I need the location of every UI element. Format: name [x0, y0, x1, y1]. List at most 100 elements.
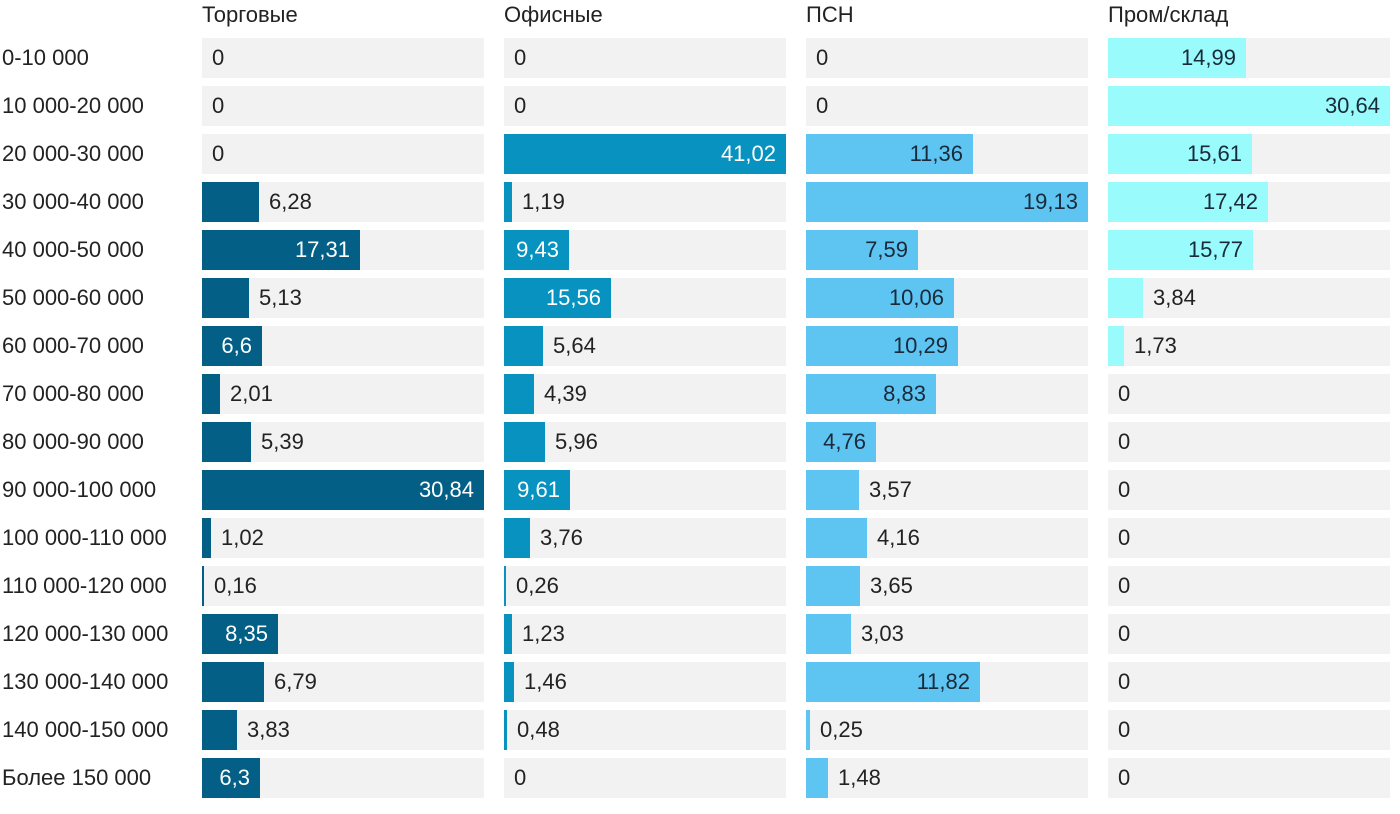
category-label: 20 000-30 000 — [2, 141, 144, 166]
bar-track: 8,83 — [806, 374, 1088, 414]
bar — [806, 470, 859, 510]
bar — [1108, 182, 1268, 222]
series-title: Офисные — [504, 2, 603, 27]
category-label: 120 000-130 000 — [2, 621, 169, 646]
bar-track: 6,79 — [202, 662, 484, 702]
bar — [202, 374, 220, 414]
bar — [202, 566, 204, 606]
bar-track: 0 — [806, 86, 1088, 126]
data-label: 1,73 — [1134, 333, 1177, 358]
bar — [202, 614, 278, 654]
bar — [202, 470, 484, 510]
category-label: 100 000-110 000 — [2, 525, 167, 550]
bar-track: 4,16 — [806, 518, 1088, 558]
data-label: 0 — [816, 45, 829, 70]
bar-track: 0 — [1108, 758, 1390, 798]
bar — [806, 662, 980, 702]
data-label: 6,28 — [269, 189, 312, 214]
bar-track: 0 — [504, 38, 786, 78]
bar-track: 0 — [1108, 662, 1390, 702]
data-label: 17,42 — [1202, 189, 1258, 214]
bar-track: 0 — [1108, 518, 1390, 558]
bar-track: 3,57 — [806, 470, 1088, 510]
series-title: Торговые — [202, 2, 298, 27]
bar-track: 30,84 — [202, 470, 484, 510]
bar-track: 4,39 — [504, 374, 786, 414]
bar-track: 4,76 — [806, 422, 1088, 462]
bar-track: 8,35 — [202, 614, 484, 654]
data-label: 0 — [1118, 669, 1131, 694]
category-label: 70 000-80 000 — [2, 381, 144, 406]
bar — [806, 422, 876, 462]
category-label: 10 000-20 000 — [2, 93, 144, 118]
bar-track: 0 — [504, 758, 786, 798]
bar — [1108, 278, 1143, 318]
bar — [202, 710, 237, 750]
data-label: 30,64 — [1324, 93, 1380, 118]
bar — [504, 614, 512, 654]
data-label: 0 — [1118, 717, 1131, 742]
series-title: ПСН — [806, 2, 854, 27]
bar-track: 0 — [1108, 566, 1390, 606]
bar — [1108, 134, 1252, 174]
bar-track: 7,59 — [806, 230, 1088, 270]
bar — [806, 230, 918, 270]
bar — [504, 182, 512, 222]
bar — [202, 422, 251, 462]
data-label: 4,76 — [823, 429, 866, 454]
bar-track: 1,73 — [1108, 326, 1390, 366]
bar — [202, 326, 262, 366]
data-label: 15,77 — [1187, 237, 1243, 262]
bar — [504, 518, 530, 558]
bar-track: 5,64 — [504, 326, 786, 366]
bar-track: 9,43 — [504, 230, 786, 270]
category-label: 60 000-70 000 — [2, 333, 144, 358]
data-label: 0 — [1118, 621, 1131, 646]
data-label: 0 — [212, 93, 225, 118]
bar — [202, 518, 211, 558]
category-label: 50 000-60 000 — [2, 285, 144, 310]
data-label: 0 — [1118, 525, 1131, 550]
bar — [806, 614, 851, 654]
bar-track: 0 — [504, 86, 786, 126]
data-label: 4,39 — [544, 381, 587, 406]
data-label: 1,19 — [522, 189, 565, 214]
data-label: 0 — [1118, 381, 1131, 406]
bar — [1108, 230, 1253, 270]
data-label: 0 — [816, 93, 829, 118]
data-label: 0 — [1118, 429, 1131, 454]
bar-track: 0 — [202, 38, 484, 78]
bar — [504, 710, 507, 750]
bar-track: 6,28 — [202, 182, 484, 222]
bar-track: 15,56 — [504, 278, 786, 318]
data-label: 9,61 — [517, 477, 560, 502]
data-label: 4,16 — [877, 525, 920, 550]
bar — [806, 374, 936, 414]
bar-track: 3,84 — [1108, 278, 1390, 318]
data-label: 7,59 — [865, 237, 908, 262]
bar — [504, 662, 514, 702]
data-label: 9,43 — [516, 237, 559, 262]
data-label: 3,83 — [247, 717, 290, 742]
data-label: 15,56 — [545, 285, 601, 310]
bar-track: 1,02 — [202, 518, 484, 558]
data-label: 11,36 — [909, 141, 963, 166]
bar — [806, 758, 828, 798]
category-label: 140 000-150 000 — [2, 717, 169, 742]
bar — [202, 182, 259, 222]
data-label: 1,46 — [524, 669, 567, 694]
data-label: 0 — [212, 141, 225, 166]
bar-track: 0,26 — [504, 566, 786, 606]
bar-track: 0 — [1108, 614, 1390, 654]
bar-track: 11,36 — [806, 134, 1088, 174]
bar — [806, 182, 1088, 222]
category-label: 0-10 000 — [2, 45, 89, 70]
bar-track: 3,65 — [806, 566, 1088, 606]
category-label: 110 000-120 000 — [2, 573, 167, 598]
bar-track: 3,83 — [202, 710, 484, 750]
bar — [504, 278, 611, 318]
data-label: 2,01 — [230, 381, 273, 406]
bar-track: 5,96 — [504, 422, 786, 462]
data-label: 0 — [1118, 573, 1131, 598]
